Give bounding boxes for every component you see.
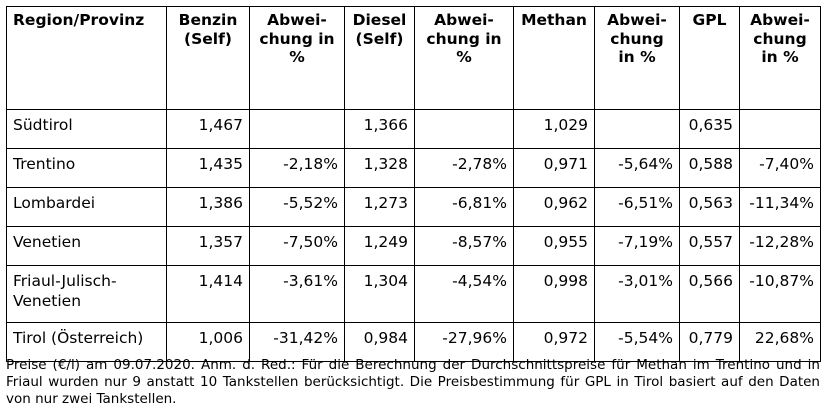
header-methan: Methan: [513, 6, 595, 110]
benzin-cell: 1,386: [166, 187, 250, 227]
diesel-cell: 1,273: [344, 187, 415, 227]
diesel-cell: 0,984: [344, 322, 415, 362]
header-diesel-deviation: Abwei- chung in %: [414, 6, 514, 110]
diesel-deviation-cell: -4,54%: [414, 265, 514, 323]
gpl-deviation-cell: -7,40%: [739, 148, 821, 188]
diesel-cell: 1,249: [344, 226, 415, 266]
table-row: Tirol (Österreich) 1,006 -31,42% 0,984 -…: [6, 322, 821, 362]
region-cell: Tirol (Österreich): [6, 322, 167, 362]
diesel-deviation-cell: -8,57%: [414, 226, 514, 266]
header-benzin: Benzin (Self): [166, 6, 250, 110]
gpl-deviation-cell: 22,68%: [739, 322, 821, 362]
gpl-cell: 0,779: [679, 322, 740, 362]
diesel-cell: 1,366: [344, 109, 415, 149]
benzin-deviation-cell: [249, 109, 345, 149]
diesel-deviation-cell: -2,78%: [414, 148, 514, 188]
methan-cell: 0,998: [513, 265, 595, 323]
footnote: Preise (€/l) am 09.07.2020. Anm. d. Red.…: [6, 356, 820, 407]
region-cell: Venetien: [6, 226, 167, 266]
benzin-cell: 1,467: [166, 109, 250, 149]
table-row: Friaul-Julisch-Venetien 1,414 -3,61% 1,3…: [6, 265, 821, 323]
methan-cell: 0,971: [513, 148, 595, 188]
methan-deviation-cell: -5,64%: [594, 148, 680, 188]
benzin-deviation-cell: -3,61%: [249, 265, 345, 323]
methan-deviation-cell: [594, 109, 680, 149]
table-row: Lombardei 1,386 -5,52% 1,273 -6,81% 0,96…: [6, 187, 821, 227]
region-cell: Südtirol: [6, 109, 167, 149]
diesel-cell: 1,304: [344, 265, 415, 323]
benzin-cell: 1,435: [166, 148, 250, 188]
gpl-deviation-cell: -10,87%: [739, 265, 821, 323]
gpl-deviation-cell: [739, 109, 821, 149]
table-row: Trentino 1,435 -2,18% 1,328 -2,78% 0,971…: [6, 148, 821, 188]
gpl-cell: 0,557: [679, 226, 740, 266]
diesel-deviation-cell: [414, 109, 514, 149]
benzin-deviation-cell: -7,50%: [249, 226, 345, 266]
header-region: Region/Provinz: [6, 6, 167, 110]
region-cell: Friaul-Julisch-Venetien: [6, 265, 167, 323]
diesel-cell: 1,328: [344, 148, 415, 188]
header-methan-deviation: Abwei- chung in %: [594, 6, 680, 110]
benzin-deviation-cell: -5,52%: [249, 187, 345, 227]
gpl-cell: 0,588: [679, 148, 740, 188]
methan-cell: 1,029: [513, 109, 595, 149]
diesel-deviation-cell: -6,81%: [414, 187, 514, 227]
region-cell: Trentino: [6, 148, 167, 188]
methan-deviation-cell: -3,01%: [594, 265, 680, 323]
table-row: Südtirol 1,467 1,366 1,029 0,635: [6, 109, 821, 149]
benzin-cell: 1,006: [166, 322, 250, 362]
benzin-cell: 1,357: [166, 226, 250, 266]
header-gpl: GPL: [679, 6, 740, 110]
header-gpl-deviation: Abwei- chung in %: [739, 6, 821, 110]
gpl-deviation-cell: -12,28%: [739, 226, 821, 266]
benzin-deviation-cell: -2,18%: [249, 148, 345, 188]
region-cell: Lombardei: [6, 187, 167, 227]
methan-deviation-cell: -6,51%: [594, 187, 680, 227]
header-benzin-deviation: Abwei- chung in %: [249, 6, 345, 110]
methan-cell: 0,955: [513, 226, 595, 266]
gpl-cell: 0,563: [679, 187, 740, 227]
methan-deviation-cell: -7,19%: [594, 226, 680, 266]
fuel-price-table: Region/Provinz Benzin (Self) Abwei- chun…: [6, 6, 821, 362]
gpl-cell: 0,635: [679, 109, 740, 149]
header-row: Region/Provinz Benzin (Self) Abwei- chun…: [6, 6, 821, 110]
methan-deviation-cell: -5,54%: [594, 322, 680, 362]
table-row: Venetien 1,357 -7,50% 1,249 -8,57% 0,955…: [6, 226, 821, 266]
benzin-cell: 1,414: [166, 265, 250, 323]
gpl-deviation-cell: -11,34%: [739, 187, 821, 227]
methan-cell: 0,962: [513, 187, 595, 227]
header-diesel: Diesel (Self): [344, 6, 415, 110]
gpl-cell: 0,566: [679, 265, 740, 323]
